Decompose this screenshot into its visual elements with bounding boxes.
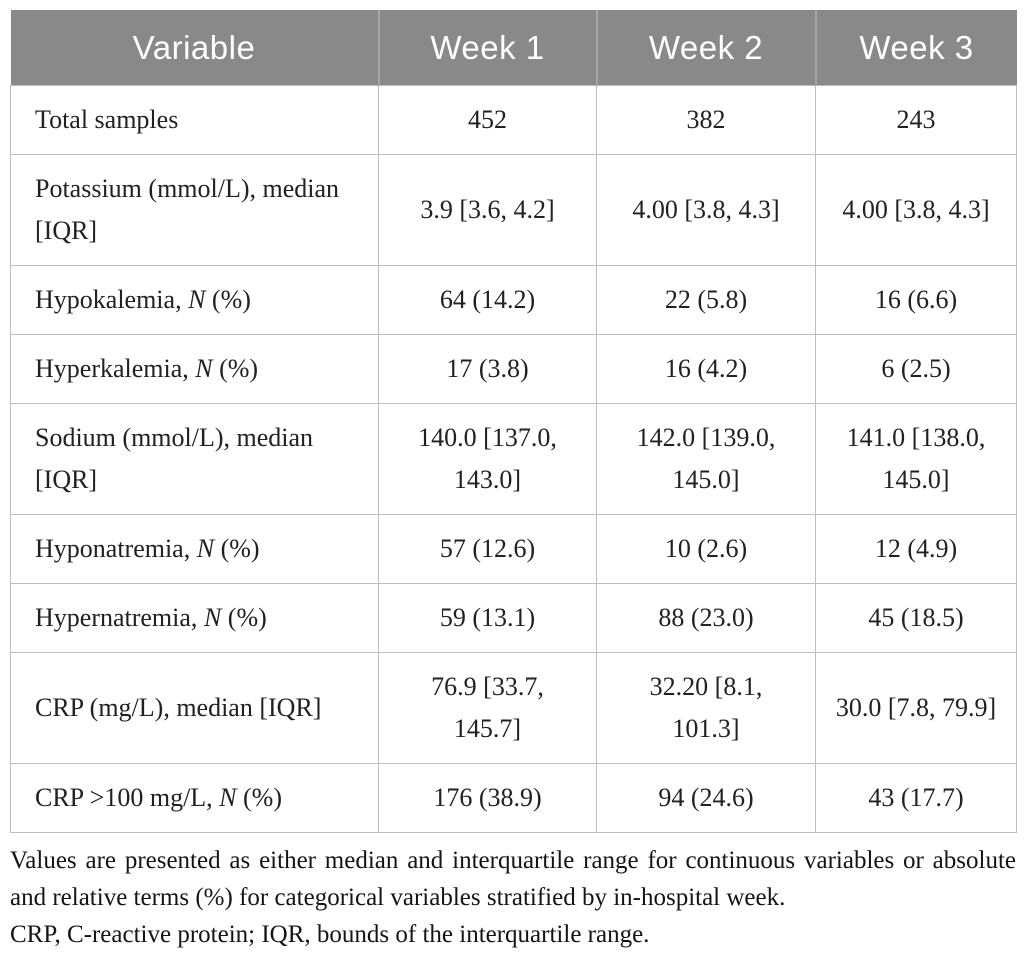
row-label-text: Hyponatremia, (35, 534, 197, 563)
row-label: Hyperkalemia, N (%) (10, 334, 379, 404)
table-row-sodium: Sodium (mmol/L), median [IQR] 140.0 [137… (10, 403, 1017, 515)
row-label-italic: N (203, 603, 222, 632)
row-label: CRP (mg/L), median [IQR] (10, 652, 379, 764)
table-row-crp-over-100: CRP >100 mg/L, N (%) 176 (38.9) 94 (24.6… (10, 763, 1017, 833)
cell-value: 142.0 [139.0, 145.0] (596, 403, 816, 515)
row-label-italic: N (219, 783, 237, 812)
row-label-text: CRP (mg/L), median [IQR] (35, 693, 322, 722)
row-label-text: Total samples (35, 105, 179, 134)
table-footnote: Values are presented as either median an… (10, 842, 1016, 953)
table-row-hyponatremia: Hyponatremia, N (%) 57 (12.6) 10 (2.6) 1… (10, 514, 1017, 584)
table-row-hypernatremia: Hypernatremia, N (%) 59 (13.1) 88 (23.0)… (10, 583, 1017, 653)
row-label: Hyponatremia, N (%) (10, 514, 379, 584)
table-row-potassium: Potassium (mmol/L), median [IQR] 3.9 [3.… (10, 154, 1017, 266)
row-label-italic: N (196, 534, 215, 563)
header-cell-variable: Variable (10, 10, 379, 86)
cell-value: 243 (815, 85, 1017, 155)
row-label-suffix: (%) (205, 285, 251, 314)
cell-value: 22 (5.8) (596, 265, 816, 335)
row-label-suffix: (%) (236, 783, 282, 812)
table-body: Total samples 452 382 243 Potassium (mmo… (10, 85, 1017, 833)
row-label-suffix: (%) (212, 354, 259, 383)
cell-value: 16 (6.6) (815, 265, 1017, 335)
row-label-suffix: (%) (221, 603, 267, 632)
row-label-text: Hyperkalemia, (35, 354, 196, 383)
header-cell-week1: Week 1 (377, 10, 597, 86)
table-row-crp-median: CRP (mg/L), median [IQR] 76.9 [33.7, 145… (10, 652, 1017, 764)
cell-value: 88 (23.0) (596, 583, 816, 653)
cell-value: 3.9 [3.6, 4.2] (378, 154, 597, 266)
cell-value: 17 (3.8) (378, 334, 597, 404)
cell-value: 94 (24.6) (596, 763, 816, 833)
cell-value: 140.0 [137.0, 143.0] (378, 403, 597, 515)
row-label-text: Sodium (mmol/L), median [IQR] (35, 423, 314, 494)
cell-value: 10 (2.6) (596, 514, 816, 584)
cell-value: 45 (18.5) (815, 583, 1017, 653)
row-label-italic: N (188, 285, 206, 314)
row-label-text: Potassium (mmol/L), median [IQR] (35, 174, 340, 245)
cell-value: 76.9 [33.7, 145.7] (378, 652, 597, 764)
cell-value: 4.00 [3.8, 4.3] (596, 154, 816, 266)
cell-value: 382 (596, 85, 816, 155)
row-label: Potassium (mmol/L), median [IQR] (10, 154, 379, 266)
cell-value: 57 (12.6) (378, 514, 597, 584)
header-row: Variable Week 1 Week 2 Week 3 (10, 10, 1017, 86)
footnote-abbreviations: CRP, C-reactive protein; IQR, bounds of … (10, 921, 650, 948)
footnote-values-description: Values are presented as either median an… (10, 847, 1016, 911)
row-label-text: CRP >100 mg/L, (35, 783, 220, 812)
cell-value: 141.0 [138.0, 145.0] (815, 403, 1017, 515)
row-label: Sodium (mmol/L), median [IQR] (10, 403, 379, 515)
row-label-text: Hypernatremia, (35, 603, 204, 632)
cell-value: 452 (378, 85, 597, 155)
header-cell-week2: Week 2 (595, 10, 816, 86)
cell-value: 64 (14.2) (378, 265, 597, 335)
cell-value: 59 (13.1) (378, 583, 597, 653)
row-label: CRP >100 mg/L, N (%) (10, 763, 379, 833)
row-label-text: Hypokalemia, (35, 285, 189, 314)
cell-value: 43 (17.7) (815, 763, 1017, 833)
cell-value: 32.20 [8.1, 101.3] (596, 652, 816, 764)
lab-values-by-week-table: Variable Week 1 Week 2 Week 3 Total samp… (10, 10, 1017, 833)
cell-value: 12 (4.9) (815, 514, 1017, 584)
row-label: Hypokalemia, N (%) (10, 265, 379, 335)
table-header: Variable Week 1 Week 2 Week 3 (10, 10, 1017, 86)
cell-value: 176 (38.9) (378, 763, 597, 833)
cell-value: 6 (2.5) (815, 334, 1017, 404)
row-label: Hypernatremia, N (%) (10, 583, 379, 653)
cell-value: 30.0 [7.8, 79.9] (815, 652, 1017, 764)
cell-value: 4.00 [3.8, 4.3] (815, 154, 1017, 266)
row-label: Total samples (10, 85, 379, 155)
table-row-hypokalemia: Hypokalemia, N (%) 64 (14.2) 22 (5.8) 16… (10, 265, 1017, 335)
cell-value: 16 (4.2) (596, 334, 816, 404)
header-cell-week3: Week 3 (814, 10, 1017, 86)
row-label-italic: N (195, 354, 213, 383)
row-label-suffix: (%) (214, 534, 260, 563)
table-row-hyperkalemia: Hyperkalemia, N (%) 17 (3.8) 16 (4.2) 6 … (10, 334, 1017, 404)
table-row-total-samples: Total samples 452 382 243 (10, 85, 1017, 155)
